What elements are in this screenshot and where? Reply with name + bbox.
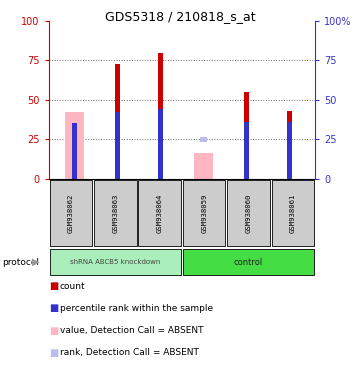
FancyBboxPatch shape — [183, 249, 314, 275]
Bar — [287, 111, 292, 179]
Text: ■: ■ — [49, 348, 58, 358]
Text: ▶: ▶ — [32, 257, 39, 267]
FancyBboxPatch shape — [227, 180, 270, 246]
FancyBboxPatch shape — [94, 180, 137, 246]
Text: GSM938064: GSM938064 — [157, 194, 163, 233]
Text: GDS5318 / 210818_s_at: GDS5318 / 210818_s_at — [105, 10, 256, 23]
FancyBboxPatch shape — [49, 180, 92, 246]
Text: shRNA ABCB5 knockdown: shRNA ABCB5 knockdown — [70, 259, 161, 265]
Text: GSM938062: GSM938062 — [68, 194, 74, 233]
FancyBboxPatch shape — [49, 249, 181, 275]
Text: GSM938060: GSM938060 — [245, 194, 252, 233]
Text: ■: ■ — [49, 281, 58, 291]
Bar — [244, 122, 249, 179]
Text: control: control — [234, 258, 263, 266]
FancyBboxPatch shape — [183, 180, 226, 246]
Bar — [244, 92, 249, 179]
Text: percentile rank within the sample: percentile rank within the sample — [60, 304, 213, 313]
Bar — [72, 124, 77, 179]
Bar — [65, 113, 84, 179]
Text: GSM938059: GSM938059 — [201, 194, 207, 233]
Bar — [158, 53, 163, 179]
FancyBboxPatch shape — [271, 180, 314, 246]
Text: rank, Detection Call = ABSENT: rank, Detection Call = ABSENT — [60, 348, 199, 358]
Text: ■: ■ — [49, 326, 58, 336]
Bar — [115, 64, 120, 179]
FancyBboxPatch shape — [138, 180, 181, 246]
Text: count: count — [60, 281, 85, 291]
Text: ■: ■ — [49, 303, 58, 313]
Bar — [158, 109, 163, 179]
Text: GSM938061: GSM938061 — [290, 194, 296, 233]
Bar — [200, 137, 206, 142]
Bar — [194, 153, 213, 179]
Bar — [287, 122, 292, 179]
Text: GSM938063: GSM938063 — [112, 194, 118, 233]
Text: value, Detection Call = ABSENT: value, Detection Call = ABSENT — [60, 326, 203, 335]
Text: protocol: protocol — [2, 258, 39, 266]
Bar — [115, 113, 120, 179]
